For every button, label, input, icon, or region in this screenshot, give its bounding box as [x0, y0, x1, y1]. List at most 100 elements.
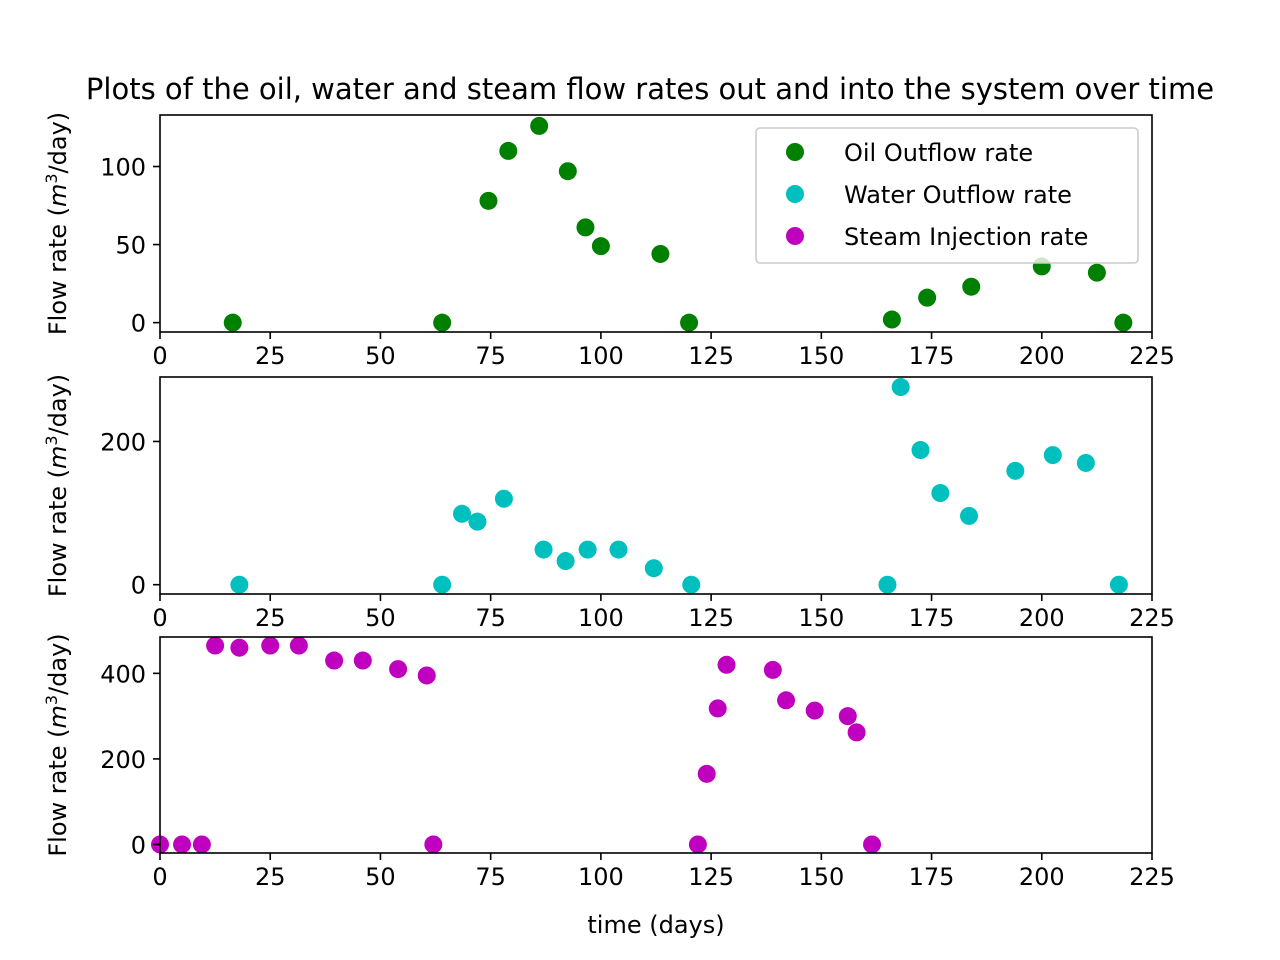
- data-point-steam-20: [847, 723, 866, 742]
- x-tick-label: 200: [1019, 604, 1065, 632]
- legend-entry: Water Outflow rate: [844, 181, 1072, 209]
- y-axis-label-unit: m: [44, 184, 72, 207]
- x-tick-label: 100: [578, 863, 624, 891]
- legend: Oil Outflow rate Water Outflow rate Steam …: [755, 127, 1139, 264]
- data-point-water-10: [682, 575, 701, 594]
- y-axis-label-suffix: /day): [44, 112, 72, 174]
- x-tick-label: 200: [1019, 342, 1065, 370]
- data-point-water-1: [433, 575, 452, 594]
- data-point-steam-9: [389, 660, 408, 679]
- data-point-water-0: [230, 575, 249, 594]
- data-point-steam-15: [717, 655, 736, 674]
- y-tick-label: 200: [100, 746, 146, 774]
- y-axis-label-exponent: 3: [42, 173, 61, 183]
- y-axis-label: Flow rate (m3/day): [42, 112, 72, 335]
- x-tick-label: 150: [798, 604, 844, 632]
- x-tick-label: 0: [152, 604, 167, 632]
- x-tick-label: 25: [255, 863, 286, 891]
- x-axis-label: time (days): [587, 911, 724, 939]
- y-axis-label-exponent: 3: [42, 695, 61, 705]
- data-point-steam-10: [417, 666, 436, 685]
- y-axis-label-exponent: 3: [42, 435, 61, 445]
- legend-marker: [786, 185, 804, 203]
- x-tick-label: 50: [365, 604, 396, 632]
- data-point-steam-6: [289, 636, 308, 655]
- series-water: [230, 378, 1128, 594]
- data-point-oil-10: [882, 310, 901, 329]
- x-tick-label: 175: [909, 863, 955, 891]
- y-axis-label-prefix: Flow rate (: [44, 729, 72, 857]
- data-point-oil-14: [1087, 263, 1106, 282]
- data-point-steam-11: [424, 835, 443, 854]
- x-tick-label: 125: [688, 604, 734, 632]
- data-point-oil-11: [918, 288, 937, 307]
- x-tick-label: 0: [152, 863, 167, 891]
- y-tick-label: 0: [131, 310, 146, 338]
- subplot-oil: 0 25 50 75 100 125 150 175 200 225 0 50 100 Flow rate…: [42, 112, 1175, 370]
- x-tick-label: 50: [365, 342, 396, 370]
- data-point-steam-3: [206, 636, 225, 655]
- data-point-water-16: [1006, 461, 1025, 480]
- axes-frame: [159, 636, 1153, 854]
- y-axis-label-unit: m: [44, 705, 72, 728]
- data-point-oil-12: [962, 277, 981, 296]
- data-point-water-13: [911, 441, 930, 460]
- data-point-oil-9: [680, 313, 699, 332]
- data-point-water-3: [468, 512, 487, 531]
- series-oil: [223, 116, 1133, 332]
- data-point-oil-0: [223, 313, 242, 332]
- data-point-steam-14: [708, 699, 727, 718]
- y-tick-label: 100: [100, 154, 146, 182]
- data-point-steam-8: [353, 651, 372, 670]
- x-tick-label: 150: [798, 342, 844, 370]
- data-point-steam-19: [838, 707, 857, 726]
- x-tick-label: 100: [578, 604, 624, 632]
- data-point-water-2: [453, 504, 472, 523]
- y-axis-label-prefix: Flow rate (: [44, 469, 72, 597]
- data-point-water-8: [609, 540, 628, 559]
- data-point-water-11: [878, 575, 897, 594]
- data-point-steam-5: [261, 636, 280, 655]
- data-point-oil-1: [433, 313, 452, 332]
- legend-marker: [786, 227, 804, 245]
- y-axis-label: Flow rate (m3/day): [42, 633, 72, 856]
- data-point-steam-4: [230, 638, 249, 657]
- data-point-oil-8: [651, 244, 670, 263]
- x-tick-label: 225: [1129, 342, 1175, 370]
- data-point-steam-17: [777, 691, 796, 710]
- axes-frame: [159, 376, 1153, 595]
- chart-title: Plots of the oil, water and steam flow r…: [86, 72, 1214, 106]
- data-point-oil-6: [576, 218, 595, 237]
- y-tick-label: 400: [100, 660, 146, 688]
- y-tick-label: 200: [100, 428, 146, 456]
- legend-marker: [786, 143, 804, 161]
- y-tick-label: 0: [131, 572, 146, 600]
- data-point-steam-16: [763, 660, 782, 679]
- x-tick-label: 175: [909, 604, 955, 632]
- legend-entry: Steam Injection rate: [844, 223, 1088, 251]
- data-point-steam-21: [863, 835, 882, 854]
- data-point-steam-18: [805, 701, 824, 720]
- data-point-water-19: [1109, 575, 1128, 594]
- y-tick-label: 0: [131, 831, 146, 859]
- legend-box: [755, 127, 1139, 264]
- y-axis-label: Flow rate (m3/day): [42, 374, 72, 597]
- subplots: 0 25 50 75 100 125 150 175 200 225 0 50 100 Flow rate…: [42, 112, 1175, 939]
- x-tick-label: 0: [152, 342, 167, 370]
- x-tick-label: 25: [255, 604, 286, 632]
- data-point-steam-7: [325, 651, 344, 670]
- series-steam: [151, 636, 882, 854]
- data-point-oil-2: [479, 191, 498, 210]
- x-tick-label: 150: [798, 863, 844, 891]
- data-point-water-14: [931, 484, 950, 503]
- data-point-water-7: [578, 540, 597, 559]
- data-point-water-18: [1076, 453, 1095, 472]
- data-point-water-4: [494, 489, 513, 508]
- y-axis-label-unit: m: [44, 446, 72, 469]
- x-tick-label: 175: [909, 342, 955, 370]
- data-point-steam-12: [688, 835, 707, 854]
- x-tick-label: 225: [1129, 863, 1175, 891]
- data-point-oil-15: [1114, 313, 1133, 332]
- data-point-water-9: [644, 559, 663, 578]
